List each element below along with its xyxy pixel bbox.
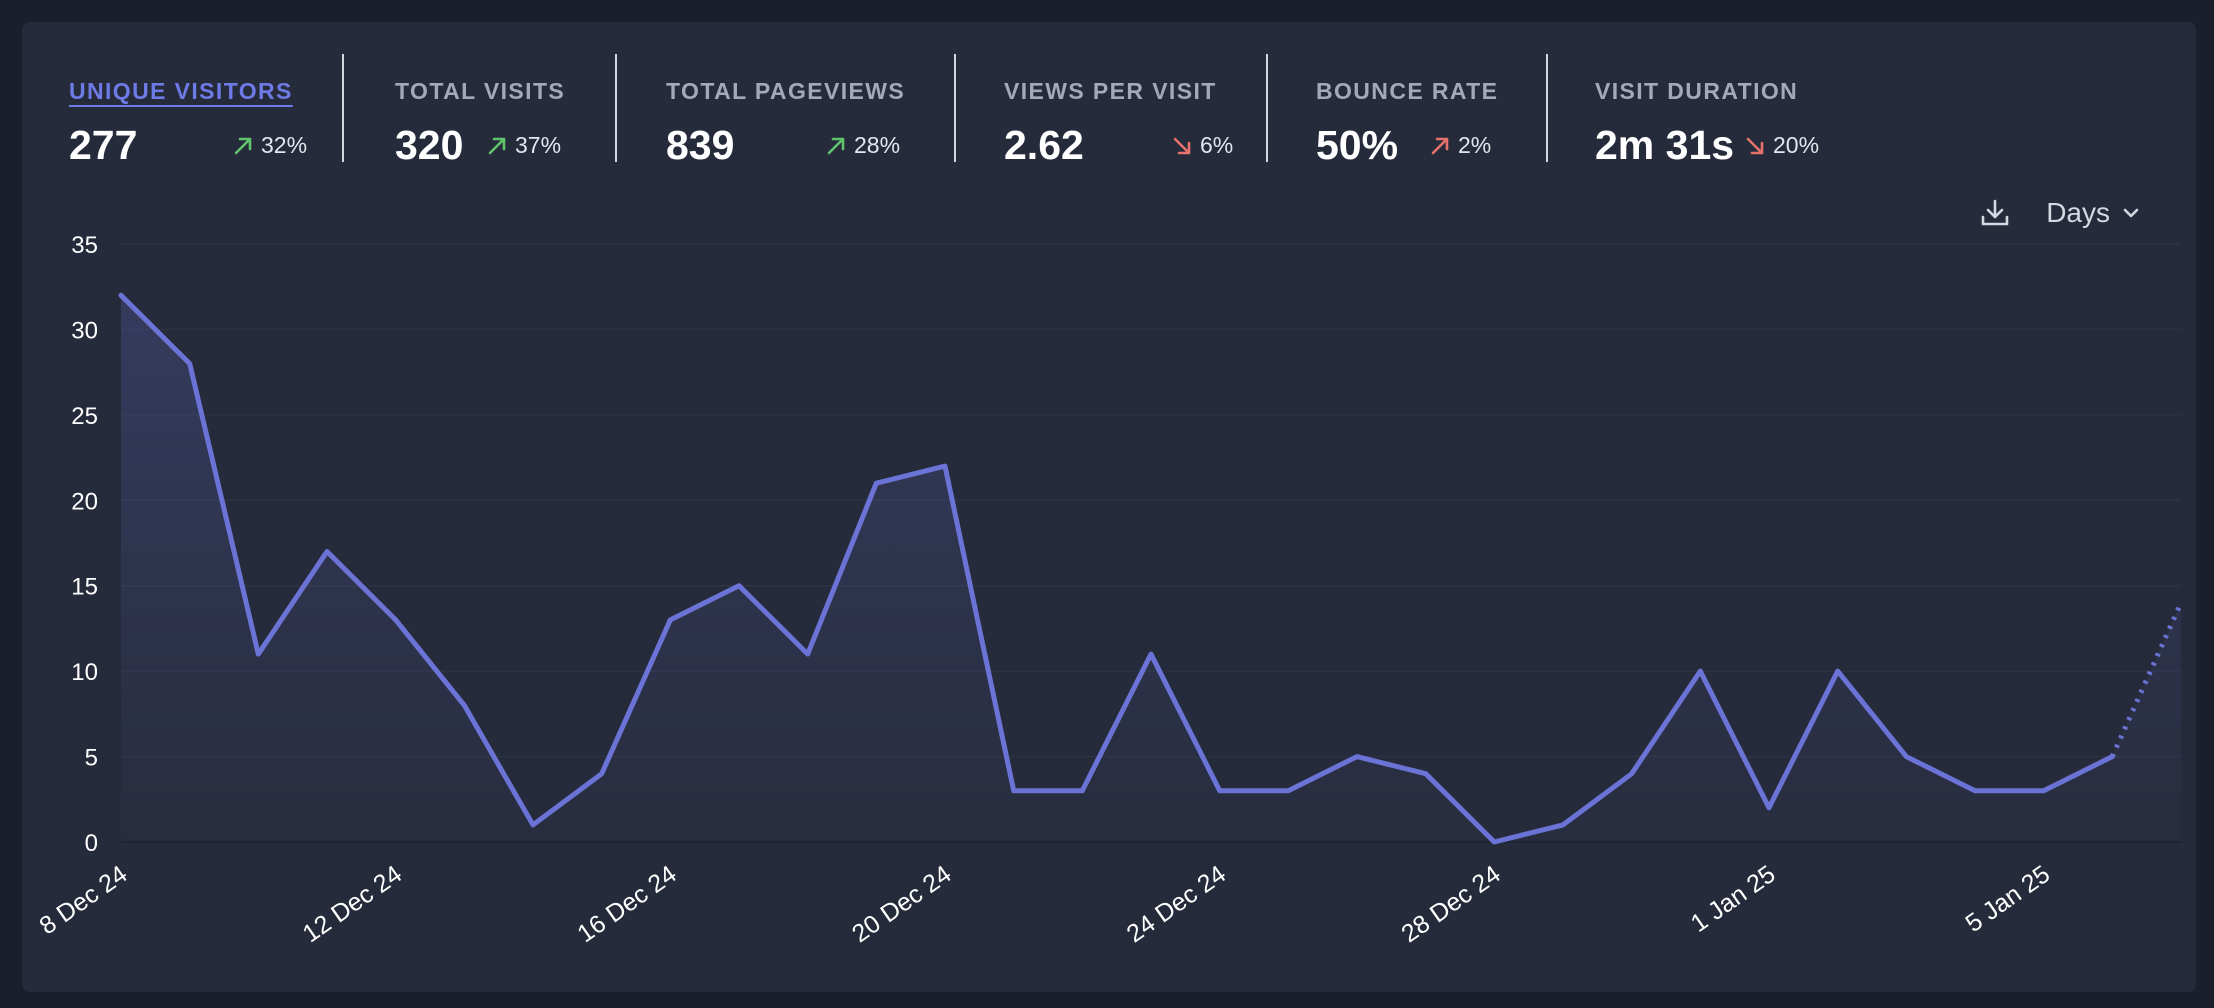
data-point[interactable]	[1626, 768, 1638, 780]
stat-divider	[1266, 54, 1268, 162]
stat-change: 2%	[1430, 132, 1491, 159]
stat-change: 32%	[233, 132, 307, 159]
data-point[interactable]	[252, 648, 264, 660]
arrow-up-right-icon	[234, 137, 252, 154]
stat-change-value: 6%	[1200, 132, 1234, 158]
data-point[interactable]	[1488, 836, 1500, 848]
x-tick-label: 24 Dec 24	[1122, 860, 1231, 948]
data-point[interactable]	[1076, 785, 1088, 797]
data-point[interactable]	[664, 614, 676, 626]
y-tick-label: 25	[71, 403, 98, 430]
stat-change-value: 28%	[854, 132, 901, 158]
stat-label: VISIT DURATION	[1595, 78, 1799, 104]
stat-change-value: 37%	[515, 132, 562, 158]
stat-change: 37%	[487, 132, 561, 159]
stat-value: 2m 31s	[1595, 122, 1735, 168]
y-axis: 0 5 10 15 20 25 30 35	[71, 232, 98, 857]
data-point[interactable]	[733, 580, 745, 592]
data-point[interactable]	[1763, 802, 1775, 814]
data-point[interactable]	[1832, 665, 1844, 677]
data-point[interactable]	[1214, 785, 1226, 797]
data-point[interactable]	[1969, 785, 1981, 797]
stat-label: TOTAL PAGEVIEWS	[666, 78, 906, 104]
data-point[interactable]	[115, 289, 127, 301]
stat-change-value: 20%	[1773, 132, 1820, 158]
interval-label: Days	[2046, 197, 2110, 228]
y-tick-label: 20	[71, 488, 98, 515]
chevron-down-icon	[2123, 208, 2139, 218]
stat-value: 839	[666, 122, 735, 168]
data-point[interactable]	[527, 819, 539, 831]
data-point[interactable]	[1351, 751, 1363, 763]
stat-divider	[954, 54, 956, 162]
stat-label: UNIQUE VISITORS	[69, 78, 293, 104]
stat-total-pageviews[interactable]: TOTAL PAGEVIEWS 839 28%	[666, 56, 926, 180]
series-line-incomplete	[2110, 601, 2184, 758]
y-tick-label: 30	[71, 317, 98, 344]
x-tick-label: 5 Jan 25	[1960, 860, 2055, 938]
data-point[interactable]	[1557, 819, 1569, 831]
x-axis: 8 Dec 24 12 Dec 24 16 Dec 24 20 Dec 24 24 De…	[34, 860, 2055, 948]
data-point[interactable]	[1282, 785, 1294, 797]
stat-visit-duration[interactable]: VISIT DURATION 2m 31s 20%	[1595, 56, 1875, 180]
stat-change: 6%	[1172, 132, 1233, 159]
data-point[interactable]	[939, 460, 951, 472]
data-point[interactable]	[2106, 751, 2118, 763]
data-point[interactable]	[2038, 785, 2050, 797]
x-tick-label: 12 Dec 24	[298, 860, 407, 948]
stat-divider	[342, 54, 344, 162]
arrow-down-right-icon	[1173, 137, 1191, 154]
arrow-up-right-icon	[488, 137, 506, 154]
stat-divider	[615, 54, 617, 162]
y-tick-label: 35	[71, 232, 98, 259]
x-tick-label: 20 Dec 24	[847, 860, 956, 948]
data-point[interactable]	[802, 648, 814, 660]
data-point[interactable]	[870, 477, 882, 489]
data-point[interactable]	[1420, 768, 1432, 780]
y-tick-label: 0	[85, 830, 98, 857]
interval-dropdown[interactable]: Days	[2046, 197, 2140, 229]
x-tick-label: 1 Jan 25	[1686, 860, 1781, 938]
data-point[interactable]	[2175, 597, 2187, 609]
y-tick-label: 15	[71, 574, 98, 601]
y-tick-label: 5	[85, 745, 98, 772]
data-point[interactable]	[596, 768, 608, 780]
data-point[interactable]	[184, 358, 196, 370]
stat-value: 320	[395, 122, 464, 168]
data-point[interactable]	[390, 614, 402, 626]
arrow-up-right-icon	[827, 137, 845, 154]
stat-change: 28%	[826, 132, 900, 159]
y-tick-label: 10	[71, 659, 98, 686]
data-point[interactable]	[1900, 751, 1912, 763]
arrow-down-right-icon	[1746, 137, 1764, 154]
download-icon[interactable]	[1978, 196, 2012, 230]
stat-value: 2.62	[1004, 122, 1084, 168]
stat-bounce-rate[interactable]: BOUNCE RATE 50% 2%	[1316, 56, 1546, 180]
arrow-up-right-icon	[1431, 137, 1449, 154]
x-tick-label: 16 Dec 24	[572, 860, 681, 948]
data-point[interactable]	[321, 546, 333, 558]
stat-value: 50%	[1316, 122, 1399, 168]
x-tick-label: 28 Dec 24	[1396, 860, 1505, 948]
stat-change-value: 32%	[261, 132, 308, 158]
stat-value: 277	[69, 122, 138, 168]
stat-label: BOUNCE RATE	[1316, 78, 1499, 104]
x-tick-label: 8 Dec 24	[34, 860, 132, 940]
series-line	[118, 292, 2115, 845]
stat-total-visits[interactable]: TOTAL VISITS 320 37%	[395, 56, 615, 180]
stat-unique-visitors[interactable]: UNIQUE VISITORS 277 32%	[69, 56, 319, 180]
stat-label: VIEWS PER VISIT	[1004, 78, 1217, 104]
series-area	[121, 295, 2181, 842]
stat-views-per-visit[interactable]: VIEWS PER VISIT 2.62 6%	[1004, 56, 1244, 180]
stat-change: 20%	[1745, 132, 1819, 159]
stat-label: TOTAL VISITS	[395, 78, 566, 104]
stat-change-value: 2%	[1458, 132, 1492, 158]
data-point[interactable]	[458, 699, 470, 711]
data-point[interactable]	[1145, 648, 1157, 660]
data-point[interactable]	[1008, 785, 1020, 797]
data-point[interactable]	[1694, 665, 1706, 677]
chart-controls: Days	[1978, 196, 2140, 230]
stat-divider	[1546, 54, 1548, 162]
